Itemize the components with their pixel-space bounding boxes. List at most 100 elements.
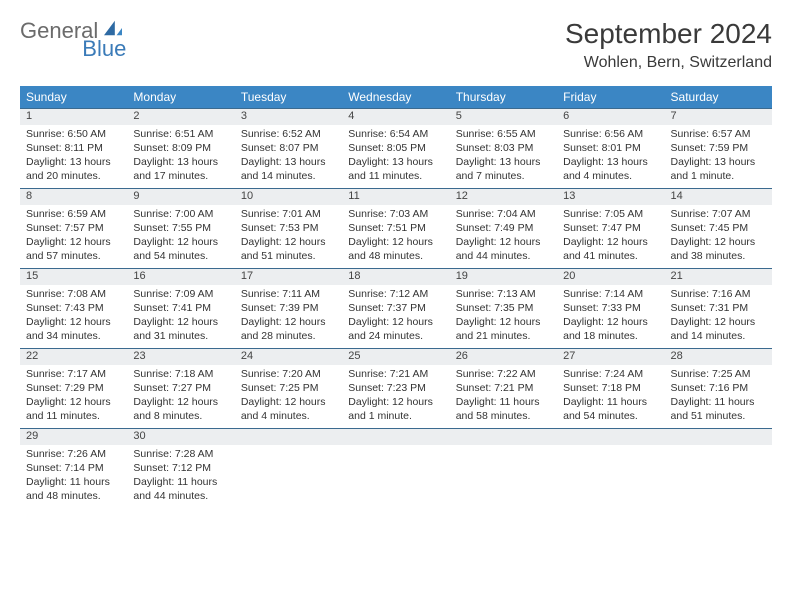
day-number-cell: 26 <box>450 349 557 365</box>
day-data-cell: Sunrise: 7:08 AMSunset: 7:43 PMDaylight:… <box>20 285 127 349</box>
sunrise-text: Sunrise: 6:51 AM <box>133 127 228 141</box>
sunset-text: Sunset: 7:31 PM <box>671 301 766 315</box>
daylight-text: Daylight: 11 hours and 44 minutes. <box>133 475 228 503</box>
sunset-text: Sunset: 7:51 PM <box>348 221 443 235</box>
sunrise-text: Sunrise: 7:25 AM <box>671 367 766 381</box>
day-data-cell <box>450 445 557 509</box>
sunrise-text: Sunrise: 6:52 AM <box>241 127 336 141</box>
daylight-text: Daylight: 12 hours and 31 minutes. <box>133 315 228 343</box>
weekday-header: Tuesday <box>235 86 342 109</box>
sunrise-text: Sunrise: 6:57 AM <box>671 127 766 141</box>
day-number-cell: 20 <box>557 269 664 285</box>
sunrise-text: Sunrise: 6:50 AM <box>26 127 121 141</box>
sunset-text: Sunset: 7:43 PM <box>26 301 121 315</box>
sunset-text: Sunset: 8:11 PM <box>26 141 121 155</box>
day-data-cell <box>235 445 342 509</box>
daylight-text: Daylight: 12 hours and 4 minutes. <box>241 395 336 423</box>
sunset-text: Sunset: 7:59 PM <box>671 141 766 155</box>
sunrise-text: Sunrise: 7:00 AM <box>133 207 228 221</box>
daylight-text: Daylight: 13 hours and 1 minute. <box>671 155 766 183</box>
sunrise-text: Sunrise: 6:56 AM <box>563 127 658 141</box>
sunset-text: Sunset: 7:55 PM <box>133 221 228 235</box>
daylight-text: Daylight: 12 hours and 54 minutes. <box>133 235 228 263</box>
sunrise-text: Sunrise: 6:59 AM <box>26 207 121 221</box>
sunrise-text: Sunrise: 7:08 AM <box>26 287 121 301</box>
daylight-text: Daylight: 13 hours and 7 minutes. <box>456 155 551 183</box>
daylight-text: Daylight: 12 hours and 18 minutes. <box>563 315 658 343</box>
weekday-header: Sunday <box>20 86 127 109</box>
sunrise-text: Sunrise: 7:09 AM <box>133 287 228 301</box>
sunrise-text: Sunrise: 7:21 AM <box>348 367 443 381</box>
daylight-text: Daylight: 11 hours and 58 minutes. <box>456 395 551 423</box>
day-data-row: Sunrise: 6:59 AMSunset: 7:57 PM Daylight:… <box>20 205 772 269</box>
calendar-table: Sunday Monday Tuesday Wednesday Thursday… <box>20 86 772 509</box>
sunset-text: Sunset: 7:47 PM <box>563 221 658 235</box>
sunrise-text: Sunrise: 7:11 AM <box>241 287 336 301</box>
sunset-text: Sunset: 7:57 PM <box>26 221 121 235</box>
day-number-cell: 17 <box>235 269 342 285</box>
day-data-cell: Sunrise: 7:24 AMSunset: 7:18 PMDaylight:… <box>557 365 664 429</box>
day-number-row: 15161718192021 <box>20 269 772 285</box>
sunrise-text: Sunrise: 7:14 AM <box>563 287 658 301</box>
day-data-cell: Sunrise: 7:05 AMSunset: 7:47 PMDaylight:… <box>557 205 664 269</box>
weekday-header: Wednesday <box>342 86 449 109</box>
sunrise-text: Sunrise: 7:13 AM <box>456 287 551 301</box>
day-data-cell: Sunrise: 6:52 AMSunset: 8:07 PMDaylight:… <box>235 125 342 189</box>
sunrise-text: Sunrise: 7:07 AM <box>671 207 766 221</box>
sunrise-text: Sunrise: 7:24 AM <box>563 367 658 381</box>
sunrise-text: Sunrise: 6:55 AM <box>456 127 551 141</box>
sunset-text: Sunset: 8:05 PM <box>348 141 443 155</box>
day-data-cell: Sunrise: 6:56 AMSunset: 8:01 PMDaylight:… <box>557 125 664 189</box>
sunrise-text: Sunrise: 7:16 AM <box>671 287 766 301</box>
month-title: September 2024 <box>565 18 772 50</box>
sunrise-text: Sunrise: 6:54 AM <box>348 127 443 141</box>
day-number-cell <box>665 429 772 445</box>
day-number-cell: 25 <box>342 349 449 365</box>
sunset-text: Sunset: 7:14 PM <box>26 461 121 475</box>
weekday-header: Friday <box>557 86 664 109</box>
day-number-cell: 13 <box>557 189 664 205</box>
sunset-text: Sunset: 7:53 PM <box>241 221 336 235</box>
weekday-header: Thursday <box>450 86 557 109</box>
sunset-text: Sunset: 8:09 PM <box>133 141 228 155</box>
sunset-text: Sunset: 8:01 PM <box>563 141 658 155</box>
sunset-text: Sunset: 7:16 PM <box>671 381 766 395</box>
day-data-cell: Sunrise: 7:04 AMSunset: 7:49 PMDaylight:… <box>450 205 557 269</box>
sunrise-text: Sunrise: 7:18 AM <box>133 367 228 381</box>
day-number-cell: 5 <box>450 109 557 125</box>
day-data-cell: Sunrise: 7:01 AMSunset: 7:53 PMDaylight:… <box>235 205 342 269</box>
location: Wohlen, Bern, Switzerland <box>565 54 772 72</box>
sunrise-text: Sunrise: 7:20 AM <box>241 367 336 381</box>
daylight-text: Daylight: 12 hours and 11 minutes. <box>26 395 121 423</box>
sunrise-text: Sunrise: 7:04 AM <box>456 207 551 221</box>
sunset-text: Sunset: 7:35 PM <box>456 301 551 315</box>
daylight-text: Daylight: 13 hours and 20 minutes. <box>26 155 121 183</box>
day-number-cell: 28 <box>665 349 772 365</box>
sunset-text: Sunset: 7:21 PM <box>456 381 551 395</box>
sunrise-text: Sunrise: 7:12 AM <box>348 287 443 301</box>
day-data-cell: Sunrise: 7:25 AMSunset: 7:16 PMDaylight:… <box>665 365 772 429</box>
day-number-cell: 18 <box>342 269 449 285</box>
day-number-cell: 11 <box>342 189 449 205</box>
day-number-cell: 29 <box>20 429 127 445</box>
day-number-cell: 7 <box>665 109 772 125</box>
daylight-text: Daylight: 12 hours and 14 minutes. <box>671 315 766 343</box>
sunrise-text: Sunrise: 7:05 AM <box>563 207 658 221</box>
day-number-cell: 21 <box>665 269 772 285</box>
sunset-text: Sunset: 7:45 PM <box>671 221 766 235</box>
daylight-text: Daylight: 12 hours and 41 minutes. <box>563 235 658 263</box>
day-number-cell <box>342 429 449 445</box>
sunset-text: Sunset: 7:18 PM <box>563 381 658 395</box>
day-number-cell: 12 <box>450 189 557 205</box>
sunset-text: Sunset: 7:27 PM <box>133 381 228 395</box>
day-number-cell: 23 <box>127 349 234 365</box>
sunset-text: Sunset: 8:07 PM <box>241 141 336 155</box>
sunset-text: Sunset: 7:23 PM <box>348 381 443 395</box>
title-block: September 2024 Wohlen, Bern, Switzerland <box>565 18 772 72</box>
daylight-text: Daylight: 12 hours and 28 minutes. <box>241 315 336 343</box>
day-data-cell: Sunrise: 7:11 AMSunset: 7:39 PMDaylight:… <box>235 285 342 349</box>
sunset-text: Sunset: 7:33 PM <box>563 301 658 315</box>
sunset-text: Sunset: 7:41 PM <box>133 301 228 315</box>
daylight-text: Daylight: 11 hours and 48 minutes. <box>26 475 121 503</box>
daylight-text: Daylight: 13 hours and 11 minutes. <box>348 155 443 183</box>
